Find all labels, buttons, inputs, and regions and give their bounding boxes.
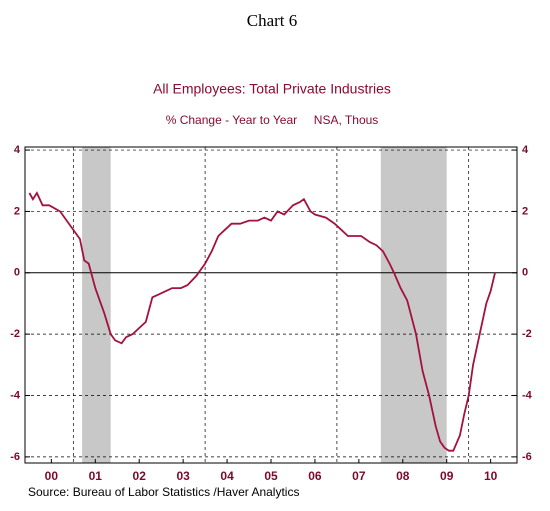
x-tick-label: 08: [396, 469, 410, 483]
y2-tick-label: -2: [522, 328, 532, 340]
y2-tick-label: 2: [522, 205, 528, 217]
y-tick-label: 0: [14, 267, 20, 279]
x-tick-label: 07: [352, 469, 366, 483]
y2-tick-label: -6: [522, 451, 532, 463]
x-tick-label: 06: [308, 469, 322, 483]
y-tick-label: -2: [10, 328, 20, 340]
axis-note: % Change - Year to Year NSA, Thous: [166, 113, 379, 127]
x-tick-label: 01: [89, 469, 103, 483]
y2-tick-label: 0: [522, 267, 528, 279]
plot-frame: [24, 146, 518, 464]
data-line: [28, 191, 496, 452]
y-tick-label: -4: [10, 389, 21, 401]
chart-title: Chart 6: [247, 11, 298, 30]
x-tick-label: 00: [45, 469, 59, 483]
x-tick-label: 03: [176, 469, 190, 483]
recession-band: [380, 147, 447, 463]
recession-band: [82, 147, 111, 463]
y-tick-label: 4: [14, 144, 21, 156]
y-tick-label: -6: [10, 451, 20, 463]
y-tick-label: 2: [14, 205, 20, 217]
y2-tick-label: -4: [522, 389, 533, 401]
x-tick-label: 02: [133, 469, 147, 483]
chart-subtitle: All Employees: Total Private Industries: [153, 81, 391, 97]
x-tick-label: 09: [440, 469, 454, 483]
y2-tick-label: 4: [522, 144, 529, 156]
x-tick-label: 04: [220, 469, 234, 483]
x-tick-label: 05: [264, 469, 278, 483]
source-note: Source: Bureau of Labor Statistics /Have…: [28, 485, 299, 499]
x-tick-label: 10: [484, 469, 498, 483]
